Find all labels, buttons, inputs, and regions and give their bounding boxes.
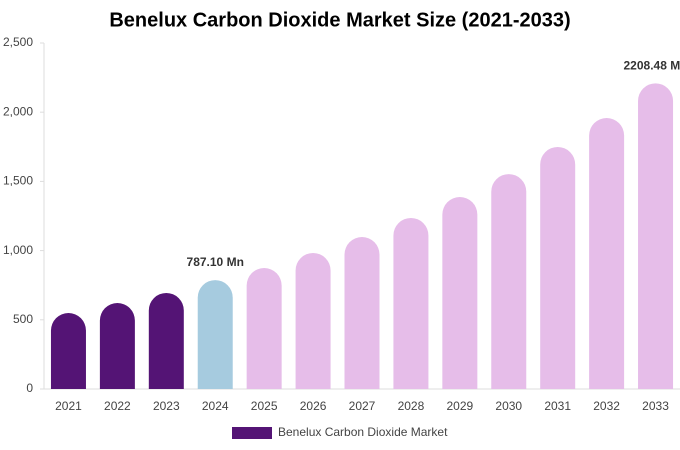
y-tick-label: 1,000 [3, 243, 33, 257]
y-tick-label: 2,500 [3, 35, 33, 49]
legend-label: Benelux Carbon Dioxide Market [278, 425, 448, 439]
bar [99, 303, 135, 389]
y-tick-label: 1,500 [3, 174, 33, 188]
legend-swatch [232, 427, 272, 439]
y-tick-label: 2,000 [3, 104, 33, 118]
x-tick-label: 2033 [642, 399, 669, 413]
bar [442, 197, 478, 389]
x-tick-label: 2026 [300, 399, 327, 413]
x-tick-label: 2029 [446, 399, 473, 413]
bar [491, 174, 527, 389]
x-tick-label: 2031 [544, 399, 571, 413]
x-tick-label: 2025 [251, 399, 278, 413]
x-tick-label: 2032 [593, 399, 620, 413]
value-label: 2208.48 Mn [624, 59, 680, 73]
bar [344, 237, 380, 389]
x-tick-label: 2027 [349, 399, 376, 413]
bar [197, 280, 233, 389]
x-tick-label: 2023 [153, 399, 180, 413]
y-tick-label: 0 [26, 381, 33, 395]
bar [638, 83, 674, 389]
x-tick-label: 2022 [104, 399, 131, 413]
x-tick-label: 2030 [495, 399, 522, 413]
x-tick-label: 2028 [398, 399, 425, 413]
chart-title: Benelux Carbon Dioxide Market Size (2021… [109, 9, 570, 31]
bar [50, 313, 86, 389]
bar [540, 146, 576, 389]
bar [246, 268, 282, 389]
y-tick-label: 500 [13, 312, 33, 326]
bar [393, 217, 429, 389]
x-tick-label: 2024 [202, 399, 229, 413]
bar [148, 292, 184, 389]
value-label: 787.10 Mn [187, 255, 244, 269]
bar [589, 118, 625, 389]
x-tick-label: 2021 [55, 399, 82, 413]
bar [295, 252, 331, 389]
